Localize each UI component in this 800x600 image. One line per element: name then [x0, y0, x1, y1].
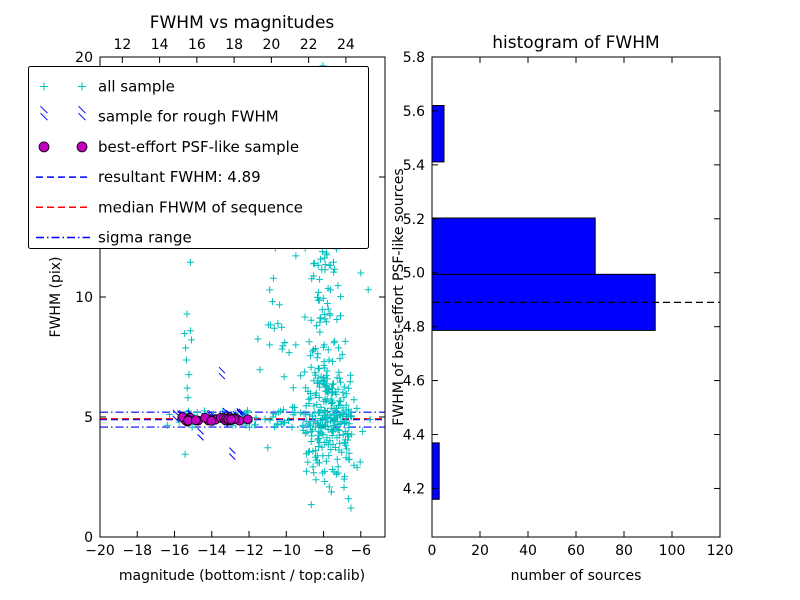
- legend-entry: sigma range: [36, 229, 192, 247]
- x-marker-icon: [40, 105, 86, 121]
- tick-label: 4.6: [403, 374, 425, 390]
- tick-label: 22: [300, 37, 318, 53]
- histogram-bars: [431, 105, 720, 500]
- tick-label: 18: [225, 37, 243, 53]
- tick-label: 20: [471, 543, 489, 559]
- tick-label: 12: [113, 37, 131, 53]
- psf-point: [226, 414, 237, 425]
- legend-label: sample for rough FWHM: [98, 108, 279, 126]
- tick-label: 20: [75, 50, 93, 66]
- legend-entry: best-effort PSF-like sample: [38, 138, 299, 156]
- legend: all sample sample for rough FWHM best-effo…: [28, 66, 369, 249]
- tick-label: 5: [84, 410, 93, 426]
- histogram-bar: [431, 442, 440, 500]
- fwhm-histogram-plot: histogram of FWHM 0 20 40 60 80 100 120 4.2 4.4 4…: [391, 33, 733, 584]
- tick-label: 0: [84, 530, 93, 546]
- tick-label: 4.2: [403, 481, 425, 497]
- left-axes-ticks: −20 −18 −16 −14 −12 −10 −8 −6 12 14 16 18 20 22 24 0 5 10…: [75, 37, 385, 559]
- tick-label: 4.8: [403, 320, 425, 336]
- left-plot-ylabel: FWHM (pix): [48, 257, 64, 338]
- circle-marker-icon: [38, 141, 50, 153]
- fwhm-vs-mag-plot: FWHM vs magnitudes −20 −18 −16 −14 −12 −10 −8−…: [28, 13, 386, 584]
- legend-label: all sample: [98, 78, 175, 96]
- tick-label: 100: [659, 543, 686, 559]
- legend-entry: all sample: [40, 78, 175, 96]
- legend-entry: median FHWM of sequence: [36, 198, 303, 216]
- histogram-bar: [431, 217, 596, 275]
- legend-label: resultant FWHM: 4.89: [98, 168, 261, 186]
- right-plot-ylabel: FWHM of best-effort PSF-like sources: [391, 168, 407, 425]
- tick-label: −18: [122, 543, 152, 559]
- right-plot-title: histogram of FWHM: [492, 33, 659, 53]
- psf-point: [242, 414, 253, 425]
- tick-label: −8: [313, 543, 334, 559]
- tick-label: 120: [707, 543, 734, 559]
- psf-point: [206, 415, 217, 426]
- tick-label: −20: [85, 543, 115, 559]
- left-plot-xlabel: magnitude (bottom:isnt / top:calib): [119, 568, 365, 584]
- tick-label: −6: [350, 543, 371, 559]
- psf-sample-points: [177, 412, 253, 427]
- legend-entry: resultant FWHM: 4.89: [36, 168, 261, 186]
- circle-marker-icon: [76, 141, 88, 153]
- plus-marker-icon: [40, 82, 86, 91]
- right-axes-ticks: 0 20 40 60 80 100 120 4.2 4.4 4.6 4.8 5.0 5.2 5.4 5.6 5…: [403, 50, 734, 559]
- tick-label: −12: [234, 543, 264, 559]
- legend-label: sigma range: [98, 229, 192, 247]
- psf-point: [190, 415, 201, 426]
- tick-label: 5.4: [403, 158, 425, 174]
- tick-label: −16: [160, 543, 190, 559]
- tick-label: 80: [615, 543, 633, 559]
- tick-label: 4.4: [403, 428, 425, 444]
- tick-label: 60: [567, 543, 585, 559]
- legend-label: best-effort PSF-like sample: [98, 138, 299, 156]
- tick-label: 24: [337, 37, 355, 53]
- histogram-bar: [431, 105, 445, 163]
- legend-entry: sample for rough FWHM: [40, 105, 279, 126]
- tick-label: 10: [75, 290, 93, 306]
- legend-label: median FHWM of sequence: [98, 198, 303, 216]
- right-plot-xlabel: number of sources: [511, 568, 642, 584]
- tick-label: 40: [519, 543, 537, 559]
- legend-box: [28, 66, 369, 249]
- tick-label: 14: [151, 37, 169, 53]
- tick-label: −10: [272, 543, 302, 559]
- tick-label: 5.6: [403, 104, 425, 120]
- tick-label: 5.0: [403, 266, 425, 282]
- left-plot-title: FWHM vs magnitudes: [150, 13, 335, 33]
- tick-label: 0: [428, 543, 437, 559]
- tick-label: 20: [262, 37, 280, 53]
- tick-label: 5.2: [403, 212, 425, 228]
- tick-label: 5.8: [403, 50, 425, 66]
- tick-label: −14: [197, 543, 227, 559]
- tick-label: 16: [188, 37, 206, 53]
